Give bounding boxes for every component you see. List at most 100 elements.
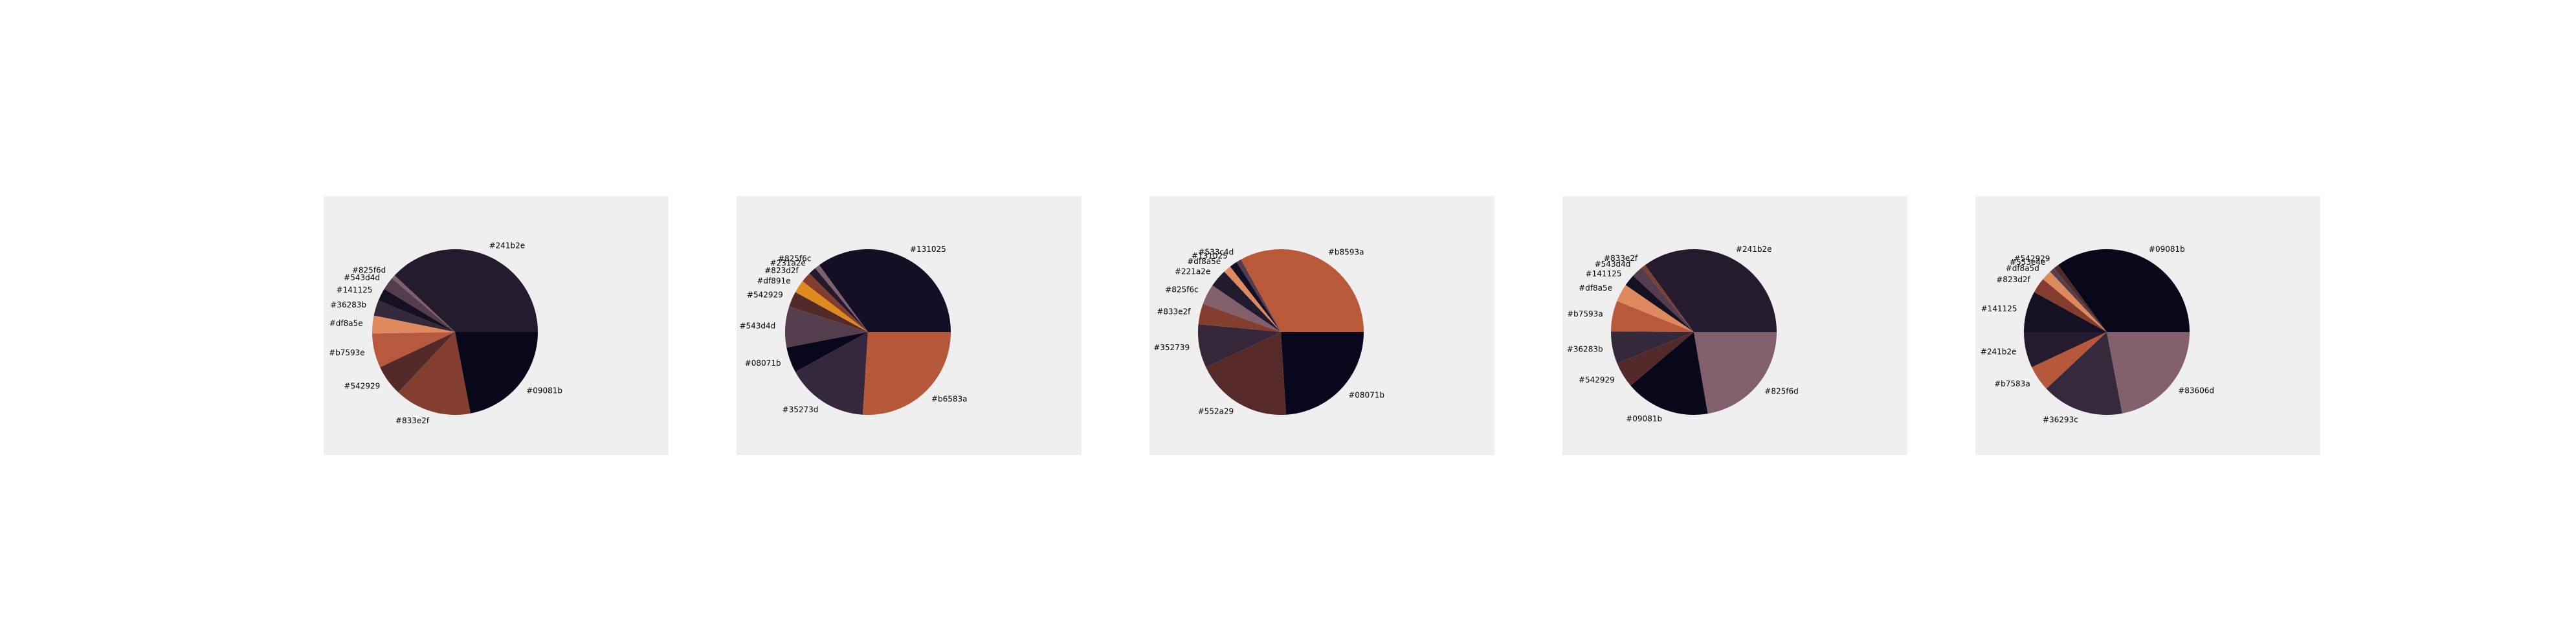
slice-label: #552a29 — [1198, 407, 1234, 416]
slice-label: #823d2f — [764, 266, 799, 275]
slice-label: #833e2f — [1604, 254, 1638, 263]
pie-slice — [1206, 332, 1287, 416]
pie-slice — [2024, 332, 2107, 368]
pie-slice — [372, 332, 455, 368]
pie-slice — [1625, 275, 1694, 332]
pie-slice — [1198, 304, 1281, 332]
pie-slice — [815, 265, 868, 332]
pie-slice — [802, 273, 868, 332]
pie-slice — [2032, 332, 2107, 389]
slice-label: #36293c — [2043, 416, 2078, 425]
pie-slice — [1633, 267, 1694, 332]
slice-label: #221a2e — [1175, 267, 1210, 276]
pie-slice — [1641, 265, 1694, 332]
pie-slice — [2046, 332, 2122, 415]
slice-label: #08071b — [745, 359, 781, 368]
slice-label: #543d4d — [344, 273, 380, 282]
pie-slice — [394, 249, 538, 332]
pie-slice — [1224, 266, 1281, 332]
pie-slice — [1630, 332, 1708, 415]
slice-label: #131025 — [910, 245, 946, 254]
slice-label: #b8593a — [1328, 247, 1364, 256]
slice-label: #b7593a — [1567, 309, 1603, 318]
pie-chart: #131025 #825f6c#231a2e#823d2f#df891e #5429… — [739, 245, 968, 416]
pie-slice — [1230, 261, 1281, 332]
slice-label: #b7583a — [1994, 379, 2030, 388]
pie-slice — [455, 332, 538, 414]
slice-label: #241b2e — [1981, 348, 2017, 357]
pie-slice — [789, 292, 868, 332]
pie-chart-panel: #131025 #825f6c #231a2e #823d2f #df891e #5429… — [737, 196, 1082, 455]
slice-label: #36283b — [1567, 345, 1603, 354]
slice-label: #833e2f — [1157, 307, 1191, 316]
pie-slice — [1617, 332, 1694, 386]
slice-label: #352739 — [1153, 343, 1190, 352]
slice-label: #533c4d — [1198, 247, 1234, 256]
pie-slice — [2107, 332, 2190, 414]
slice-label: #241b2e — [489, 241, 526, 250]
pie-slice — [1611, 301, 1694, 332]
slice-label: #df8a5e — [1187, 257, 1221, 266]
pie-chart-panel: #241b2e #833e2f #543d4d #141125 #df8a5e #b759… — [1562, 196, 1907, 455]
slice-label: #35273d — [783, 405, 819, 414]
slice-label: #df891e — [757, 276, 790, 285]
slice-label: #df8a5e — [1579, 283, 1612, 293]
pie-slice — [2050, 268, 2107, 332]
pie-slice — [809, 268, 868, 332]
slice-label: #141125 — [1981, 304, 2017, 313]
slice-label: #825f6c — [778, 254, 811, 263]
pie-slice — [1645, 249, 1777, 332]
slice-label: #141125 — [337, 285, 373, 294]
pie-slice — [1241, 249, 1364, 332]
slice-label: #825f6c — [1165, 285, 1198, 294]
pie-slice — [1281, 332, 1364, 415]
pie-slice — [795, 332, 868, 415]
pie-chart: #b8593a #533c4d#131025#df8a5e#221a2e #825f… — [1153, 247, 1384, 416]
pie-slice — [398, 332, 471, 415]
pie-slice — [378, 289, 455, 332]
slice-label: #833e2f — [395, 416, 430, 425]
slice-label: #543d4d — [1595, 260, 1631, 269]
slice-label: #b6583a — [931, 395, 968, 404]
pie-slice — [795, 281, 868, 332]
pie-slice — [380, 332, 455, 393]
slice-label: #131025 — [1192, 252, 1228, 261]
pie-slice — [392, 275, 455, 332]
pie-slice — [1212, 271, 1281, 332]
pie-chart: #09081b #542929#553e4e#df8a5d #823d2f #1411… — [1981, 245, 2214, 425]
slice-label: #542929 — [2014, 254, 2050, 263]
slice-label: #542929 — [1579, 375, 1615, 384]
pie-slice — [785, 306, 868, 348]
pie-slice — [1694, 332, 1777, 414]
pie-chart-panel: #241b2e #825f6d #543d4d #141125 #36283b #df8a… — [324, 196, 669, 455]
slice-label: #b7593e — [329, 348, 365, 357]
pie-chart-panel: #b8593a #533c4d #131025 #df8a5e #221a2e #825f… — [1149, 196, 1494, 455]
pie-slice — [372, 315, 455, 334]
pie-slice — [373, 300, 455, 332]
pie-slice — [384, 278, 455, 332]
pie-chart: #241b2e #825f6d#543d4d #141125 #36283b #df8a… — [329, 241, 562, 425]
pie-chart-panel: #09081b #542929 #553e4e #df8a5d #823d2f #1411… — [1975, 196, 2320, 455]
slice-label: #231a2e — [770, 259, 805, 268]
slice-label: #df8a5d — [2006, 264, 2039, 273]
pie-slice — [2034, 279, 2107, 332]
slice-label: #241b2e — [1736, 245, 1772, 254]
slice-label: #825f6d — [352, 265, 386, 274]
slice-label: #09081b — [1626, 414, 1662, 423]
pie-slice — [1610, 331, 1694, 364]
slice-label: #09081b — [2149, 245, 2185, 254]
slice-label: #36283b — [330, 300, 366, 309]
slice-label: #553e4e — [2010, 258, 2045, 267]
pie-slice — [1203, 285, 1281, 332]
slice-label: #df8a5e — [329, 319, 363, 328]
pie-chart: #241b2e #833e2f#543d4d#141125 #df8a5e #b759… — [1567, 245, 1799, 423]
pie-slice — [2043, 271, 2107, 332]
pie-slice — [1198, 324, 1281, 368]
slice-label: #543d4d — [739, 322, 775, 331]
slice-label: #09081b — [526, 386, 562, 395]
pie-slice — [2024, 292, 2107, 332]
slice-label: #542929 — [344, 382, 380, 391]
pie-slice — [862, 332, 951, 416]
slice-label: #825f6d — [1764, 387, 1798, 396]
